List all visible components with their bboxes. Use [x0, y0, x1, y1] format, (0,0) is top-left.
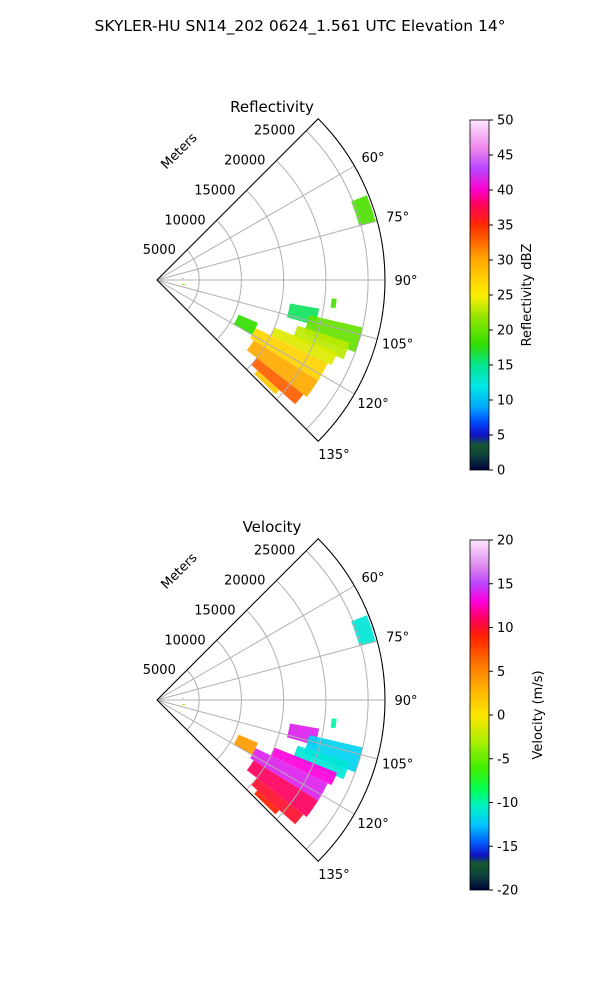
velocity-angle-tick-label: 105° [382, 758, 413, 773]
velocity-angle-tick-label: 120° [357, 817, 388, 832]
velocity-radial-axis-label: Meters [159, 550, 201, 592]
reflectivity-echo-region [233, 314, 259, 335]
reflectivity-angle-tick-label: 60° [362, 151, 385, 166]
reflectivity-colorbar-tick-label: 10 [497, 394, 514, 409]
reflectivity-echo-region [293, 325, 350, 360]
velocity-colorbar-tick-label: -5 [497, 752, 510, 767]
velocity-panel-title: Velocity [243, 518, 302, 536]
reflectivity-echo-region [251, 357, 304, 405]
reflectivity-radial-tick-label: 15000 [194, 183, 235, 198]
velocity-colorbar-label: Velocity (m/s) [531, 670, 546, 759]
velocity-radial-tick-label: 25000 [254, 544, 295, 559]
reflectivity-spoke [156, 279, 355, 395]
velocity-colorbar [469, 539, 490, 891]
reflectivity-colorbar-tick-label: 15 [497, 359, 514, 374]
reflectivity-radial-tick-label: 25000 [254, 124, 295, 139]
reflectivity-angle-tick-label: 120° [357, 397, 388, 412]
reflectivity-spoke [156, 279, 378, 340]
reflectivity-colorbar-tick-label: 20 [497, 324, 514, 339]
reflectivity-angle-tick-label: 135° [318, 448, 349, 463]
reflectivity-echo-region [181, 283, 186, 286]
reflectivity-echo-region [254, 370, 280, 395]
velocity-spoke [156, 699, 378, 760]
reflectivity-echo-region [246, 340, 319, 397]
figure-title: SKYLER-HU SN14_202 0624_1.561 UTC Elevat… [95, 17, 506, 36]
reflectivity-panel-title: Reflectivity [230, 98, 314, 116]
reflectivity-echo-region [182, 278, 185, 280]
reflectivity-angle-tick-label: 75° [386, 210, 409, 225]
reflectivity-radial-axis-label: Meters [159, 130, 201, 172]
reflectivity-colorbar-tick-label: 45 [497, 149, 514, 164]
velocity-echo-region [246, 760, 319, 817]
velocity-colorbar-tick-label: 5 [497, 665, 505, 680]
reflectivity-colorbar-tick-label: 35 [497, 219, 514, 234]
velocity-echo-region [270, 747, 338, 786]
velocity-colorbar-tick-label: -20 [497, 884, 518, 899]
velocity-colorbar-tick-label: -10 [497, 796, 518, 811]
velocity-echo-region [330, 718, 337, 729]
velocity-panel: Velocity Meters Velocity (m/s) 5000 10000… [143, 518, 546, 899]
reflectivity-colorbar-tick-label: 25 [497, 289, 514, 304]
velocity-radial-tick-label: 10000 [164, 633, 205, 648]
reflectivity-sector-outline [156, 118, 386, 442]
reflectivity-panel: Reflectivity Meters Reflectivity dBZ 500… [143, 98, 535, 479]
velocity-echo-region [293, 745, 350, 780]
velocity-spoke [156, 585, 355, 701]
reflectivity-colorbar-tick-label: 0 [497, 464, 505, 479]
velocity-angle-tick-label: 135° [318, 868, 349, 883]
reflectivity-colorbar-tick-label: 5 [497, 429, 505, 444]
reflectivity-echo-region [330, 298, 337, 309]
reflectivity-echo-region [270, 327, 338, 366]
velocity-radial-tick-label: 5000 [143, 663, 176, 678]
reflectivity-colorbar-tick-label: 40 [497, 184, 514, 199]
reflectivity-colorbar-tick-label: 30 [497, 254, 514, 269]
velocity-colorbar-tick-label: 0 [497, 709, 505, 724]
velocity-echo-region [181, 703, 186, 706]
velocity-colorbar-tick-label: 15 [497, 577, 514, 592]
velocity-colorbar-tick-label: -15 [497, 840, 518, 855]
velocity-spoke [156, 640, 378, 701]
reflectivity-angle-tick-label: 105° [382, 338, 413, 353]
velocity-echo-region [254, 790, 280, 815]
reflectivity-radial-tick-label: 5000 [143, 243, 176, 258]
reflectivity-radial-tick-label: 10000 [164, 213, 205, 228]
reflectivity-radial-tick-label: 20000 [224, 154, 265, 169]
velocity-sector-outline [156, 538, 386, 862]
velocity-angle-tick-label: 90° [394, 694, 417, 709]
reflectivity-spoke [156, 220, 378, 281]
velocity-radial-tick-label: 20000 [224, 574, 265, 589]
velocity-spoke [156, 699, 355, 815]
velocity-echo-region [182, 698, 185, 700]
velocity-angle-tick-label: 60° [362, 571, 385, 586]
velocity-angle-tick-label: 75° [386, 630, 409, 645]
velocity-echo-region [351, 615, 376, 646]
reflectivity-colorbar-tick-label: 50 [497, 114, 514, 129]
reflectivity-angle-tick-label: 90° [394, 274, 417, 289]
reflectivity-colorbar-label: Reflectivity dBZ [520, 244, 535, 347]
reflectivity-colorbar [469, 119, 490, 471]
velocity-colorbar-tick-label: 20 [497, 534, 514, 549]
reflectivity-echo-region [351, 195, 376, 226]
velocity-colorbar-tick-label: 10 [497, 621, 514, 636]
velocity-radial-tick-label: 15000 [194, 603, 235, 618]
reflectivity-spoke [156, 165, 355, 281]
velocity-echo-region [233, 734, 259, 755]
velocity-echo-region [251, 777, 304, 825]
